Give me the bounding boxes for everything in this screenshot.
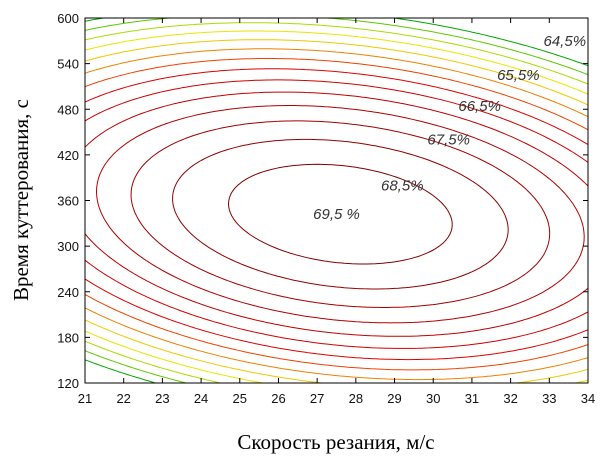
contour-labels: 64,5%65,5% 66,5% 67,5% 68,5% 69,5 % (313, 33, 586, 223)
contour-line (85, 91, 588, 337)
x-tick-label: 26 (271, 391, 285, 406)
contour-line (85, 68, 588, 361)
y-tick-label: 480 (57, 102, 79, 117)
contour-line (85, 48, 588, 381)
contour-line (85, 18, 588, 383)
x-tick-label: 21 (78, 391, 92, 406)
y-tick-label: 540 (57, 57, 79, 72)
y-tick-label: 120 (57, 376, 79, 391)
contour-value-label: 64,5% (544, 33, 587, 50)
x-tick-label: 33 (542, 391, 556, 406)
x-tick-label: 34 (581, 391, 595, 406)
contour-line (85, 18, 588, 383)
contour-line (85, 58, 588, 371)
contour-value-label: 67,5% (427, 132, 470, 149)
y-tick-label: 600 (57, 11, 79, 26)
contour-line (85, 39, 588, 383)
x-tick-label: 22 (116, 391, 130, 406)
y-tick-label: 300 (57, 239, 79, 254)
x-tick-label: 31 (465, 391, 479, 406)
x-tick-label: 24 (194, 391, 208, 406)
contour-line (96, 105, 585, 324)
x-tick-label: 25 (233, 391, 247, 406)
x-tick-label: 29 (387, 391, 401, 406)
y-axis: 120 180 240 300 360 420 480 540 600 (57, 11, 588, 391)
contour-line (130, 120, 551, 308)
y-axis-title: Время куттерования, с (9, 99, 33, 301)
x-axis-title: Скорость резания, м/с (237, 430, 434, 454)
x-tick-label: 32 (503, 391, 517, 406)
x-axis: 21 22 23 24 25 26 27 28 29 30 31 32 33 34 (78, 18, 595, 406)
contour-lines (85, 18, 588, 383)
x-tick-label: 23 (155, 391, 169, 406)
contour-line (85, 79, 588, 349)
contour-line (172, 138, 509, 290)
contour-value-label: 66,5% (458, 98, 501, 115)
y-tick-label: 360 (57, 194, 79, 209)
x-tick-label: 30 (426, 391, 440, 406)
y-tick-label: 180 (57, 330, 79, 345)
contour-line (85, 30, 588, 383)
contour-value-label: 68,5% (381, 177, 424, 194)
y-tick-label: 420 (57, 148, 79, 163)
contour-value-label: 69,5 % (313, 206, 360, 223)
y-tick-label: 240 (57, 285, 79, 300)
contour-line (85, 22, 588, 383)
x-tick-label: 27 (310, 391, 324, 406)
contour-line (228, 163, 453, 265)
x-tick-label: 28 (349, 391, 363, 406)
contour-value-label: 65,5% (497, 67, 540, 84)
